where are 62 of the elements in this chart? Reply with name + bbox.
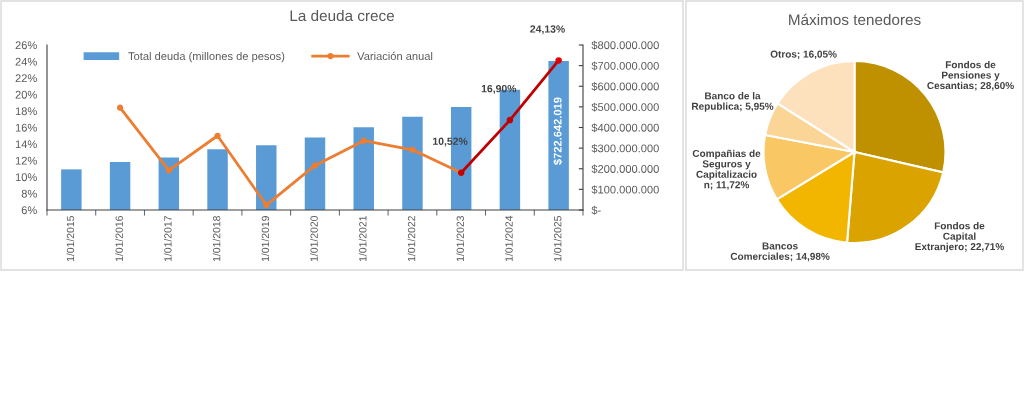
y2-tick-label: $200.000.000 [591, 164, 659, 174]
x-tick-label: 1/01/2018 [212, 216, 221, 262]
legend-label: Total deuda (millones de pesos) [128, 51, 285, 63]
x-tick-label: 1/01/2017 [163, 216, 172, 262]
bar [61, 169, 82, 210]
bar [158, 157, 180, 210]
y-tick-label: 22% [15, 74, 37, 83]
legend-label: Variación anual [357, 51, 433, 61]
slice-label: Compañias de Seguros y Capitalizacion; 11,72% [692, 149, 761, 190]
point [165, 167, 172, 174]
x-tick-label: 1/01/2016 [115, 216, 123, 262]
point [263, 201, 270, 209]
y2-tick-label: $300.000.000 [591, 143, 659, 153]
x-tick-label: 1/01/2020 [310, 215, 318, 262]
y-tick-label: 26% [15, 41, 37, 50]
slice-label: Otros; 16,05% [770, 50, 837, 60]
bar [353, 127, 374, 210]
point [555, 57, 562, 64]
x-tick-label: 1/01/2024 [505, 215, 513, 262]
bar [256, 145, 277, 210]
x-tick-label: 1/01/2022 [407, 216, 416, 262]
y-tick-label: 16% [15, 123, 37, 132]
y2-tick-label: $600.000.000 [591, 82, 659, 92]
y-tick-label: 14% [15, 140, 37, 149]
y2-tick-label: $800.000.000 [591, 40, 659, 50]
y2-tick-label: $700.000.000 [591, 61, 659, 71]
bar [207, 149, 228, 210]
y-tick-label: 6% [21, 206, 37, 215]
point [409, 146, 416, 153]
point [116, 104, 124, 111]
slice-label: Bancos Comerciales; 14,98% [730, 242, 830, 262]
data-label: 16,90% [481, 84, 517, 94]
chart-title: Máximos tenedores [789, 13, 921, 26]
chart-title: La deuda crece [290, 9, 394, 22]
y-tick-label: 12% [15, 156, 37, 165]
y-tick-label: 10% [15, 173, 37, 182]
y-tick-label: 18% [15, 107, 37, 116]
y-tick-label: 24% [15, 57, 37, 66]
y2-tick-label: $100.000.000 [591, 185, 659, 195]
x-tick-label: 1/01/2015 [66, 215, 75, 262]
point [311, 162, 319, 169]
y2-tick-label: $400.000.000 [591, 123, 659, 133]
slice-label: Banco de la Republica; 5,95% [692, 92, 774, 112]
x-tick-label: 1/01/2019 [261, 216, 270, 262]
x-tick-label: 1/01/2025 [553, 215, 562, 262]
y-tick-label: 20% [15, 90, 37, 99]
point [506, 116, 514, 124]
slice-label: Fondos de Capital Extranjero; 22,71% [915, 222, 1004, 253]
x-tick-label: 1/01/2023 [456, 216, 464, 262]
point [360, 137, 367, 144]
y2-tick-label: $- [591, 205, 601, 215]
y2-tick-label: $500.000.000 [591, 102, 659, 112]
slice-label: Fondos de Pensiones y Cesantias; 28,60% [927, 60, 1014, 91]
x-tick-label: 1/01/2021 [358, 216, 367, 262]
data-label: $722.642.019 [553, 97, 563, 165]
y-tick-label: 8% [21, 189, 37, 198]
bar [548, 60, 569, 210]
bar [304, 137, 326, 210]
point [214, 132, 221, 139]
bar [402, 116, 423, 210]
bar [109, 161, 131, 210]
data-label: 24,13% [530, 25, 565, 35]
